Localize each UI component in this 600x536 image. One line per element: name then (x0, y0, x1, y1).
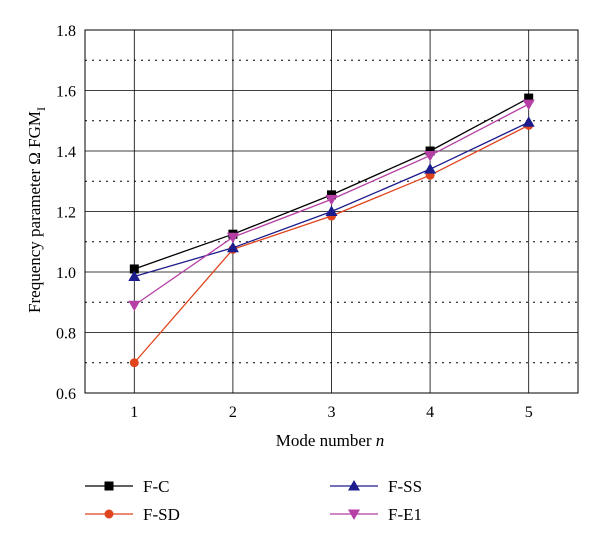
y-tick-label: 1.4 (56, 144, 76, 161)
y-tick-label: 1.6 (56, 84, 76, 101)
legend-marker-f-c (104, 481, 114, 491)
legend-label-f-c: F-C (143, 477, 169, 496)
legend-item-f-e1: F-E1 (330, 505, 422, 524)
data-point-f-ss (226, 241, 239, 253)
legend-label-f-sd: F-SD (143, 505, 180, 524)
data-point-f-ss (424, 163, 437, 174)
legend-item-f-ss: F-SS (330, 477, 422, 496)
legend-marker-f-e1 (348, 509, 360, 520)
legend-label-f-ss: F-SS (388, 477, 422, 496)
data-point-f-ss (325, 205, 338, 216)
data-point-f-e1 (522, 99, 535, 111)
legend: F-C F-SD F-SS F-E1 (85, 477, 422, 524)
y-tick-label: 1.0 (56, 265, 76, 282)
x-axis-label: Mode number n (276, 431, 385, 450)
plot-frame (84, 29, 579, 394)
series-f-e1 (128, 99, 535, 312)
data-point-f-e1 (128, 300, 141, 312)
x-tick-label: 1 (130, 404, 138, 421)
data-point-f-ss (128, 270, 141, 282)
y-tick-label: 1.2 (56, 205, 76, 222)
y-axis-label: Frequency parameter Ω FGMI (25, 107, 48, 313)
data-point-f-c (327, 190, 336, 200)
data-point-f-e1 (424, 151, 437, 162)
y-tick-label: 0.8 (56, 326, 76, 343)
data-point-f-c (524, 93, 534, 103)
legend-item-f-sd: F-SD (85, 505, 180, 524)
data-point-f-sd (129, 358, 139, 368)
x-tick-label: 2 (229, 404, 237, 421)
y-tick-label: 1.8 (56, 23, 76, 40)
legend-item-f-c: F-C (85, 477, 169, 496)
y-tick-labels: 0.6 0.8 1.0 1.2 1.4 1.6 1.8 (56, 23, 76, 403)
legend-marker-f-ss (348, 480, 360, 491)
series-layer (128, 93, 535, 368)
x-tick-labels: 1 2 3 4 5 (130, 404, 532, 421)
grid (85, 30, 578, 393)
data-point-f-ss (522, 116, 535, 127)
x-tick-label: 5 (525, 404, 533, 421)
data-point-f-c (129, 264, 139, 274)
data-point-f-e1 (325, 194, 338, 206)
legend-marker-f-sd (104, 509, 114, 519)
y-tick-label: 0.6 (56, 386, 76, 403)
x-tick-label: 3 (328, 404, 336, 421)
data-point-f-e1 (226, 232, 239, 244)
data-point-f-c (425, 146, 435, 156)
x-tick-label: 4 (426, 404, 434, 421)
series-f-ss (128, 116, 535, 282)
legend-label-f-e1: F-E1 (388, 505, 422, 524)
